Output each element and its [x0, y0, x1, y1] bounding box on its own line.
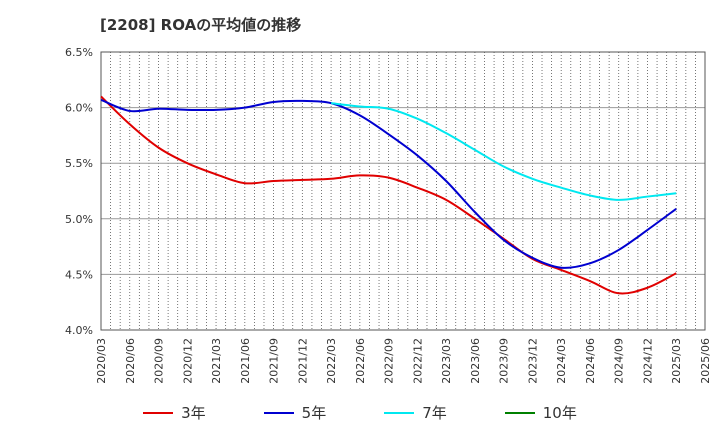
chart-title: [2208] ROAの平均値の推移: [100, 16, 302, 34]
x-tick-label: 2022/12: [411, 338, 424, 384]
legend-swatch-7y: [384, 411, 415, 414]
y-tick-label: 6.0%: [65, 102, 93, 115]
x-tick-label: 2025/06: [699, 338, 712, 384]
y-tick-label: 4.5%: [65, 268, 93, 281]
plot-area: [101, 52, 705, 330]
x-tick-label: 2024/06: [584, 338, 597, 384]
legend-item-3y: 3年: [143, 402, 206, 423]
legend-label-5y: 5年: [301, 404, 327, 422]
y-tick-label: 6.5%: [65, 46, 93, 59]
legend-item-10y: 10年: [504, 402, 577, 423]
x-tick-label: 2020/06: [124, 338, 137, 384]
x-tick-label: 2020/03: [95, 338, 108, 384]
x-tick-label: 2022/03: [325, 338, 338, 384]
series-line-5y: [100, 98, 677, 269]
x-tick-label: 2021/09: [268, 338, 281, 384]
x-tick-label: 2024/12: [641, 338, 654, 384]
legend-swatch-10y: [504, 411, 535, 414]
y-tick-label: 5.0%: [65, 213, 93, 226]
x-tick-label: 2021/06: [239, 338, 252, 384]
legend: 3年 5年 7年 10年: [0, 402, 720, 423]
x-tick-label: 2024/09: [613, 338, 626, 384]
legend-label-10y: 10年: [542, 404, 577, 422]
x-tick-label: 2021/03: [210, 338, 223, 384]
x-tick-label: 2025/03: [670, 338, 683, 384]
x-tick-label: 2024/03: [555, 338, 568, 384]
x-tick-label: 2022/06: [354, 338, 367, 384]
y-tick-label: 5.5%: [65, 157, 93, 170]
series-line-7y: [330, 102, 677, 201]
legend-item-7y: 7年: [384, 402, 447, 423]
legend-swatch-5y: [263, 411, 294, 414]
series-line-3y: [100, 95, 677, 295]
legend-label-3y: 3年: [181, 404, 206, 422]
x-tick-label: 2023/06: [469, 338, 482, 384]
x-tick-label: 2023/03: [440, 338, 453, 384]
plot-border: [100, 51, 706, 331]
x-tick-label: 2023/12: [526, 338, 539, 384]
x-tick-label: 2022/09: [383, 338, 396, 384]
legend-swatch-3y: [143, 411, 174, 414]
y-tick-label: 4.0%: [65, 324, 93, 337]
x-tick-label: 2020/12: [181, 338, 194, 384]
legend-label-7y: 7年: [422, 404, 447, 422]
x-tick-label: 2023/09: [498, 338, 511, 384]
legend-item-5y: 5年: [263, 402, 327, 423]
x-tick-label: 2021/12: [296, 338, 309, 384]
x-tick-label: 2020/09: [153, 338, 166, 384]
